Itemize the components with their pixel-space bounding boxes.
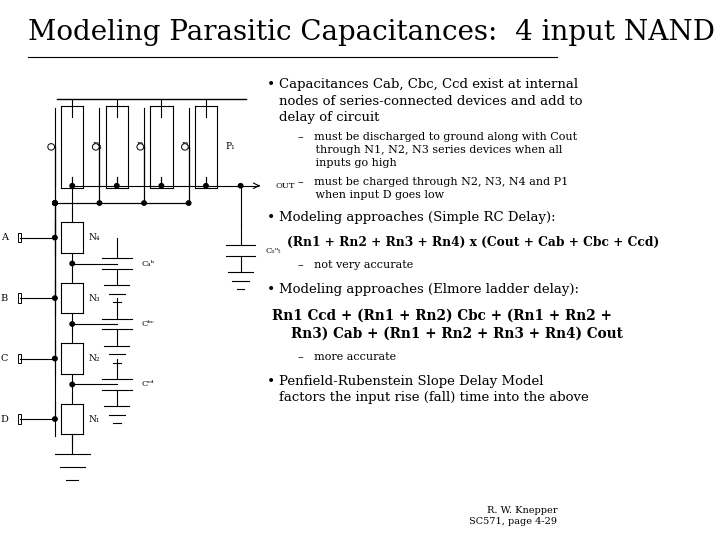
Text: N₃: N₃ xyxy=(89,294,100,302)
Text: •: • xyxy=(266,283,274,297)
Text: Penfield-Rubenstein Slope Delay Model
factors the input rise (fall) time into th: Penfield-Rubenstein Slope Delay Model fa… xyxy=(279,375,588,404)
Text: R. W. Knepper
SC571, page 4-29: R. W. Knepper SC571, page 4-29 xyxy=(469,505,557,526)
Circle shape xyxy=(186,201,191,205)
Text: Modeling approaches (Simple RC Delay):: Modeling approaches (Simple RC Delay): xyxy=(279,211,555,224)
Circle shape xyxy=(97,201,102,205)
Text: A: A xyxy=(1,233,8,242)
Circle shape xyxy=(70,322,74,326)
Text: Cₐᵇ: Cₐᵇ xyxy=(142,260,155,267)
Circle shape xyxy=(53,235,57,240)
Bar xyxy=(18,354,21,363)
Circle shape xyxy=(204,184,208,188)
Circle shape xyxy=(181,144,189,150)
Circle shape xyxy=(137,144,144,150)
Text: B: B xyxy=(1,294,8,302)
Circle shape xyxy=(53,201,57,205)
Text: D: D xyxy=(0,415,8,423)
Text: P₁: P₁ xyxy=(226,143,235,151)
Circle shape xyxy=(70,184,74,188)
Text: Cᵇᶜ: Cᵇᶜ xyxy=(142,320,154,328)
Circle shape xyxy=(53,201,57,205)
Text: Modeling Parasitic Capacitances:  4 input NAND: Modeling Parasitic Capacitances: 4 input… xyxy=(28,19,716,46)
Circle shape xyxy=(53,201,57,205)
Text: P₄: P₄ xyxy=(92,143,102,151)
Text: (Rn1 + Rn2 + Rn3 + Rn4) x (Cout + Cab + Cbc + Ccd): (Rn1 + Rn2 + Rn3 + Rn4) x (Cout + Cab + … xyxy=(287,236,660,249)
Text: •: • xyxy=(266,375,274,389)
Text: N₂: N₂ xyxy=(89,354,100,363)
Text: C: C xyxy=(1,354,8,363)
Text: Capacitances Cab, Cbc, Ccd exist at internal
nodes of series-connected devices a: Capacitances Cab, Cbc, Ccd exist at inte… xyxy=(279,78,582,124)
Text: Cᶜᵈ: Cᶜᵈ xyxy=(142,381,154,388)
Circle shape xyxy=(114,184,119,188)
Circle shape xyxy=(92,144,99,150)
Text: Cₒᵘₜ: Cₒᵘₜ xyxy=(266,247,281,254)
Circle shape xyxy=(53,356,57,361)
Circle shape xyxy=(238,184,243,188)
Text: N₁: N₁ xyxy=(89,415,100,423)
Text: –   must be discharged to ground along with Cout
     through N1, N2, N3 series : – must be discharged to ground along wit… xyxy=(299,132,577,168)
Bar xyxy=(18,414,21,424)
Circle shape xyxy=(53,417,57,421)
Text: P₃: P₃ xyxy=(137,143,146,151)
Text: –   must be charged through N2, N3, N4 and P1
     when input D goes low: – must be charged through N2, N3, N4 and… xyxy=(299,177,569,200)
Bar xyxy=(18,293,21,303)
Text: Modeling approaches (Elmore ladder delay):: Modeling approaches (Elmore ladder delay… xyxy=(279,283,579,296)
Circle shape xyxy=(53,201,57,205)
Circle shape xyxy=(70,261,74,266)
Text: P₂: P₂ xyxy=(181,143,191,151)
Text: N₄: N₄ xyxy=(89,233,100,242)
Text: •: • xyxy=(266,211,274,225)
Text: –   not very accurate: – not very accurate xyxy=(299,260,414,271)
Circle shape xyxy=(53,296,57,300)
Text: Rn1 Ccd + (Rn1 + Rn2) Cbc + (Rn1 + Rn2 +
    Rn3) Cab + (Rn1 + Rn2 + Rn3 + Rn4) : Rn1 Ccd + (Rn1 + Rn2) Cbc + (Rn1 + Rn2 +… xyxy=(272,309,623,341)
Circle shape xyxy=(142,201,146,205)
Text: •: • xyxy=(266,78,274,92)
Text: OUT: OUT xyxy=(275,182,294,190)
Bar xyxy=(18,233,21,242)
Circle shape xyxy=(48,144,55,150)
Text: –   more accurate: – more accurate xyxy=(299,352,397,362)
Circle shape xyxy=(159,184,163,188)
Circle shape xyxy=(70,382,74,387)
